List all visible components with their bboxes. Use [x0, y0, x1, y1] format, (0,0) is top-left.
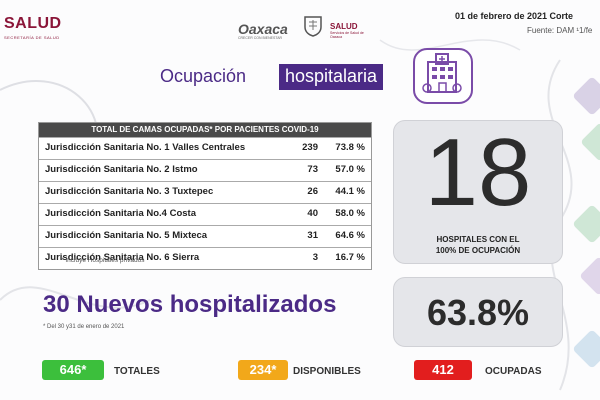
totales-label: TOTALES: [114, 366, 160, 377]
salud-logo: SALUD: [4, 15, 62, 32]
salud-logo-subtitle: SECRETARÍA DE SALUD: [4, 35, 60, 40]
totales-badge: 646*: [42, 360, 104, 380]
bed-count: 239: [302, 142, 318, 153]
salud-oaxaca-logo: SALUD: [330, 22, 358, 31]
occupancy-value: 63.8%: [426, 292, 530, 333]
occupancy-percent: 57.0 %: [335, 164, 365, 175]
hospitals-full-card: [393, 120, 563, 264]
table-footnote: * Incluye Hospitales privados: [61, 257, 145, 264]
bed-count: 73: [307, 164, 318, 175]
jurisdiction-name: Jurisdicción Sanitaria No. 6 Sierra: [45, 252, 200, 263]
oaxaca-seal-icon: [304, 16, 322, 37]
occupancy-card: [393, 277, 563, 347]
table-header: TOTAL DE CAMAS OCUPADAS* POR PACIENTES C…: [39, 123, 371, 137]
hospitals-full-label: HOSPITALES CON EL 100% DE OCUPACIÓN: [393, 234, 563, 256]
report-date: 01 de febrero de 2021 Corte: [455, 11, 574, 21]
table-row: Jurisdicción Sanitaria No. 3 Tuxtepec 26…: [39, 181, 371, 203]
jurisdiction-name: Jurisdicción Sanitaria No. 1 Valles Cent…: [45, 142, 246, 153]
jurisdiction-name: Jurisdicción Sanitaria No.4 Costa: [45, 208, 196, 219]
bed-count: 3: [312, 252, 318, 263]
table-row: Jurisdicción Sanitaria No.4 Costa 40 58.…: [39, 203, 371, 225]
bed-count: 40: [307, 208, 318, 219]
jurisdiction-name: Jurisdicción Sanitaria No. 5 Mixteca: [45, 230, 208, 241]
hospitals-full-value: 18: [424, 119, 532, 226]
occupancy-percent: 73.8 %: [335, 142, 365, 153]
jurisdiction-name: Jurisdicción Sanitaria No. 3 Tuxtepec: [45, 186, 214, 197]
occupancy-percent: 64.6 %: [335, 230, 365, 241]
table-row: Jurisdicción Sanitaria No. 2 Istmo 73 57…: [39, 159, 371, 181]
new-hospitalized-heading: 30 Nuevos hospitalizados: [43, 291, 337, 318]
bed-count: 26: [307, 186, 318, 197]
disponibles-badge: 234*: [238, 360, 288, 380]
table-row: Jurisdicción Sanitaria No. 5 Mixteca 31 …: [39, 225, 371, 247]
disponibles-label: DISPONIBLES: [293, 366, 361, 377]
table-row: Jurisdicción Sanitaria No. 6 Sierra 3 16…: [39, 247, 371, 269]
new-hospitalized-note: * Del 30 y31 de enero de 2021: [43, 324, 125, 330]
hospital-icon-frame: [413, 48, 473, 104]
bed-count: 31: [307, 230, 318, 241]
jurisdiction-name: Jurisdicción Sanitaria No. 2 Istmo: [45, 164, 198, 175]
page-title-part1: Ocupación: [160, 66, 247, 86]
occupancy-percent: 44.1 %: [335, 186, 365, 197]
hospitals-full-label-line2: 100% DE OCUPACIÓN: [435, 246, 521, 255]
page-title-part2: hospitalaria: [279, 64, 384, 90]
table-row: Jurisdicción Sanitaria No. 1 Valles Cent…: [39, 137, 371, 159]
oaxaca-logo-subtitle: CRECER CON BIENESTAR: [238, 36, 283, 40]
ocupadas-badge: 412: [414, 360, 472, 380]
oaxaca-logo: Oaxaca: [238, 21, 288, 37]
occupancy-percent: 58.0 %: [335, 208, 365, 219]
occupancy-percent: 16.7 %: [335, 252, 365, 263]
salud-oaxaca-logo-subtitle: Servicios de Salud de Oaxaca: [330, 31, 364, 39]
ocupadas-label: OCUPADAS: [485, 366, 542, 377]
beds-occupied-table: TOTAL DE CAMAS OCUPADAS* POR PACIENTES C…: [38, 122, 372, 270]
data-source: Fuente: DAM ¹1/fe: [527, 26, 593, 35]
hospitals-full-label-line1: HOSPITALES CON EL: [436, 235, 520, 244]
hospital-building-icon: [422, 53, 462, 93]
